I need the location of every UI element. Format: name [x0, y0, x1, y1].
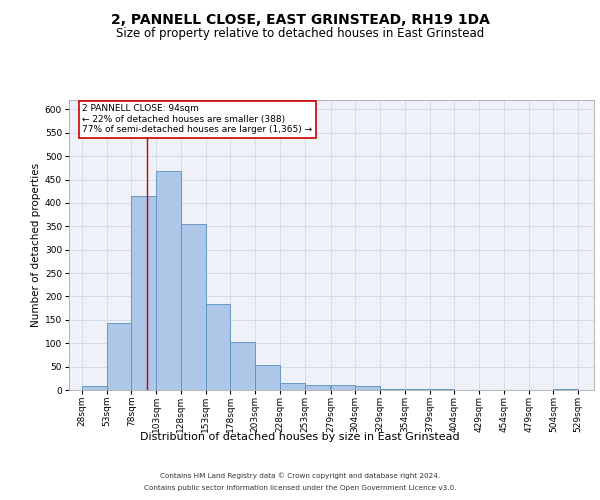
Text: Contains public sector information licensed under the Open Government Licence v3: Contains public sector information licen…: [144, 485, 456, 491]
Bar: [206, 304, 230, 390]
Bar: [430, 389, 454, 390]
Y-axis label: Number of detached properties: Number of detached properties: [31, 163, 41, 327]
Bar: [131, 196, 156, 390]
Bar: [255, 365, 280, 390]
Text: 2 PANNELL CLOSE: 94sqm
← 22% of detached houses are smaller (388)
77% of semi-de: 2 PANNELL CLOSE: 94sqm ← 22% of detached…: [82, 104, 312, 134]
Text: Distribution of detached houses by size in East Grinstead: Distribution of detached houses by size …: [140, 432, 460, 442]
Bar: [107, 323, 131, 390]
Bar: [380, 388, 405, 390]
Bar: [82, 386, 107, 390]
Text: Size of property relative to detached houses in East Grinstead: Size of property relative to detached ho…: [116, 28, 484, 40]
Bar: [230, 342, 255, 390]
Text: 2, PANNELL CLOSE, EAST GRINSTEAD, RH19 1DA: 2, PANNELL CLOSE, EAST GRINSTEAD, RH19 1…: [110, 12, 490, 26]
Bar: [553, 389, 578, 390]
Bar: [156, 171, 181, 390]
Bar: [181, 224, 206, 390]
Bar: [405, 388, 430, 390]
Text: Contains HM Land Registry data © Crown copyright and database right 2024.: Contains HM Land Registry data © Crown c…: [160, 472, 440, 479]
Bar: [331, 386, 355, 390]
Bar: [280, 384, 305, 390]
Bar: [305, 385, 329, 390]
Bar: [355, 386, 380, 390]
